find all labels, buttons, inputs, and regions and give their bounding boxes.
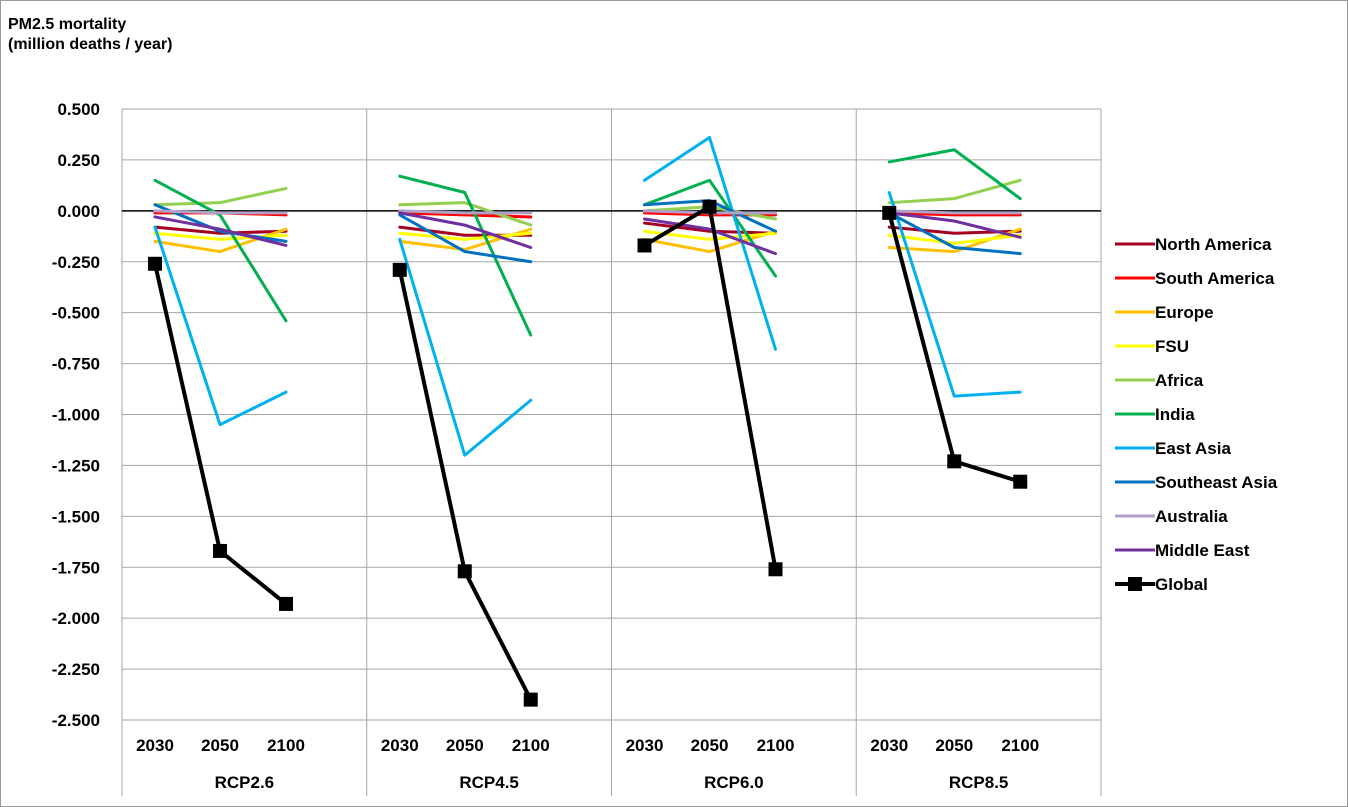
series-line: [153, 225, 288, 235]
data-point: [882, 205, 897, 220]
data-point: [148, 256, 162, 271]
series-line: [398, 237, 533, 457]
y-tick-label: -1.000: [52, 406, 100, 425]
y-tick-label: -2.500: [52, 711, 100, 730]
legend-marker: [1128, 577, 1142, 591]
series-line: [642, 204, 778, 572]
series-line: [887, 191, 1022, 398]
y-tick-label: -1.750: [52, 558, 100, 577]
series-line: [887, 233, 1022, 245]
series-line: [643, 136, 777, 351]
series-line: [398, 209, 533, 215]
y-tick-label: -1.250: [52, 456, 100, 475]
series-line: [643, 221, 777, 235]
series-line: [887, 148, 1022, 201]
series-line: [398, 174, 533, 337]
series-line: [153, 209, 288, 215]
legend-label: East Asia: [1155, 439, 1231, 458]
x-tick-label: 2100: [1001, 736, 1039, 755]
series-line: [887, 178, 1022, 205]
series-line: [643, 217, 777, 256]
series-line: [153, 186, 288, 207]
x-tick-label: 2100: [267, 736, 305, 755]
x-tick-label: 2100: [512, 736, 550, 755]
legend-label: South America: [1155, 269, 1275, 288]
series-line: [887, 211, 1022, 256]
series-line: [398, 231, 533, 241]
series-line: [643, 229, 777, 254]
x-tick-label: 2050: [935, 736, 973, 755]
legend-label: Global: [1155, 575, 1208, 594]
data-point: [768, 562, 783, 577]
data-point: [947, 454, 962, 469]
x-tick-label: 2030: [381, 736, 419, 755]
x-tick-label: 2030: [136, 736, 174, 755]
y-tick-label: -0.500: [52, 304, 100, 323]
legend-label: FSU: [1155, 337, 1189, 356]
legend-label: Africa: [1155, 371, 1204, 390]
series-line: [398, 201, 533, 227]
series-line: [397, 267, 533, 702]
y-tick-label: 0.500: [57, 100, 100, 119]
y-tick-label: -0.250: [52, 253, 100, 272]
series-line: [398, 213, 533, 264]
legend-label: Southeast Asia: [1155, 473, 1278, 492]
y-axis-title-line2: (million deaths / year): [8, 36, 173, 53]
series-line: [887, 211, 1022, 239]
data-point: [279, 596, 293, 611]
y-tick-label: 0.000: [57, 202, 100, 221]
data-point: [523, 692, 538, 707]
series-line: [887, 209, 1022, 215]
legend-label: Europe: [1155, 303, 1214, 322]
legend-label: Australia: [1155, 507, 1228, 526]
y-axis-title-line1: PM2.5 mortality: [8, 16, 127, 33]
scenario-label: RCP6.0: [704, 773, 764, 792]
series-line: [153, 203, 288, 243]
x-tick-label: 2030: [870, 736, 908, 755]
legend-label: North America: [1155, 235, 1272, 254]
data-point: [213, 543, 227, 558]
data-point: [1013, 474, 1028, 489]
x-tick-label: 2050: [201, 736, 239, 755]
series-line: [153, 215, 288, 247]
y-tick-label: -2.000: [52, 609, 100, 628]
y-tick-label: -1.500: [52, 507, 100, 526]
legend-label: Middle East: [1155, 541, 1250, 560]
x-tick-label: 2050: [446, 736, 484, 755]
data-point: [637, 238, 652, 253]
y-axis-title: PM2.5 mortality (million deaths / year): [8, 15, 172, 55]
y-tick-label: 0.250: [57, 151, 100, 170]
y-tick-label: -2.250: [52, 660, 100, 679]
scenario-label: RCP2.6: [215, 773, 275, 792]
x-tick-label: 2100: [757, 736, 795, 755]
series-line: [887, 211, 1022, 217]
legend-label: India: [1155, 405, 1195, 424]
y-tick-label: -0.750: [52, 355, 100, 374]
x-tick-label: 2030: [626, 736, 664, 755]
x-tick-label: 2050: [691, 736, 729, 755]
scenario-label: RCP4.5: [459, 773, 519, 792]
scenario-label: RCP8.5: [949, 773, 1009, 792]
series-line: [153, 178, 288, 323]
data-point: [702, 199, 717, 214]
series-line: [153, 225, 288, 427]
series-line: [398, 211, 533, 249]
data-point: [457, 564, 472, 579]
data-point: [392, 262, 407, 277]
